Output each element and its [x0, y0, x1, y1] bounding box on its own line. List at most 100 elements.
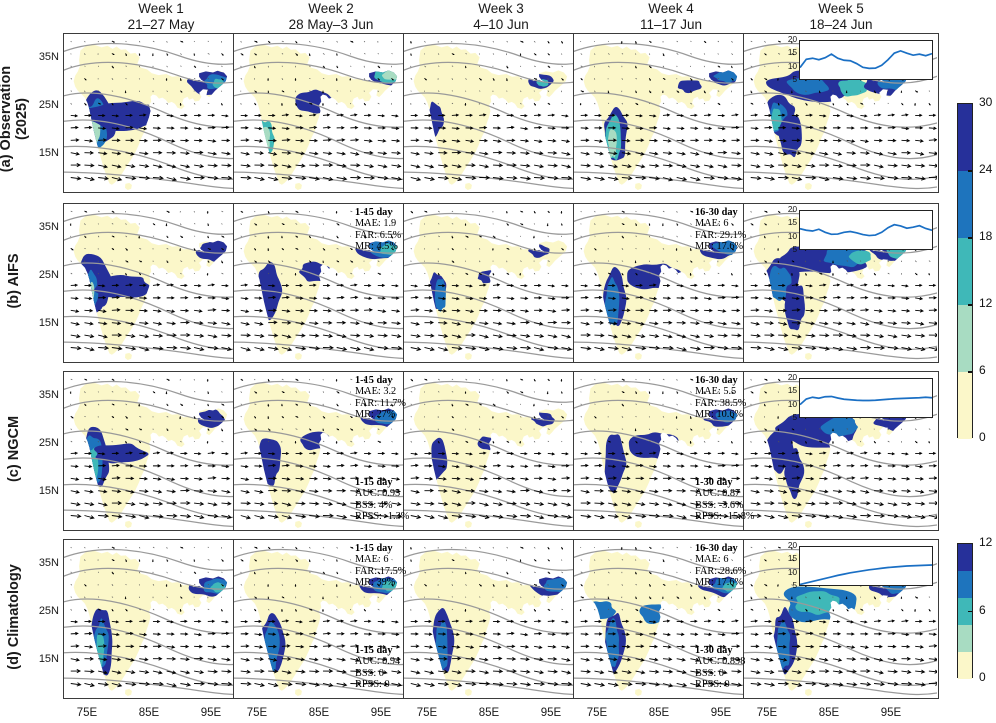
column-date-range: 28 May–3 Jun: [288, 16, 374, 32]
stats-line: RPSS: 0: [695, 679, 730, 691]
stats-line: RPSS: -15.8%: [695, 511, 755, 523]
map-panel-climatology-week5[interactable]: [743, 539, 939, 699]
stats-header: 16-30 day: [695, 207, 738, 218]
stats-line: MAE: 6: [695, 554, 729, 566]
stats-line: MR: 10.6%: [695, 409, 744, 421]
colorbar-segment: [958, 625, 972, 652]
map-panel-observation-week1[interactable]: [63, 33, 259, 193]
map-panel-aifs-week1[interactable]: [63, 203, 259, 363]
inset-y-tick: 20: [787, 373, 797, 382]
column-week-label: Week 3: [478, 1, 524, 16]
y-axis-tick: 15N: [38, 147, 59, 159]
stats-header: 1-15 day: [355, 375, 393, 386]
colorbar-precip-main: [957, 103, 973, 439]
x-axis-tick: 85E: [648, 707, 670, 719]
stats-header: 1-30 day: [695, 645, 733, 656]
stats-box-aifs-week2-top: 1-15 day MAE: 1.9 FAR: 6.5% MR: 4.5%: [355, 207, 401, 253]
column-week-label: Week 1: [138, 1, 184, 16]
stats-line: FAR: 29.1%: [695, 229, 747, 241]
stats-box-ngcm-week4-bottom: 1-30 day AUC: 0.87 BSS: -3.6% RPSS: -15.8%: [695, 477, 755, 523]
inset-y-tick: 10: [787, 231, 797, 241]
map-panel-climatology-week2[interactable]: [233, 539, 429, 699]
row-label-line1: (c) NGCM: [6, 415, 22, 483]
stats-line: BSS: 0: [355, 667, 384, 679]
stats-header: 1-15 day: [355, 645, 393, 656]
y-axis-tick: 25N: [38, 605, 59, 617]
row-label-line2: (2025): [14, 98, 30, 140]
inset-timeseries-observation[interactable]: [799, 40, 933, 80]
map-panel-observation-week3[interactable]: [403, 33, 599, 193]
column-date-range: 21–27 May: [127, 16, 195, 32]
stats-line: FAR: 11.7%: [355, 397, 406, 409]
stats-line: BSS: -3.6%: [695, 499, 744, 511]
inset-y-tick: 10: [787, 61, 797, 71]
stats-line: MR: 17.6%: [695, 577, 744, 589]
row-label-ngcm: (c) NGCM: [6, 369, 22, 529]
stats-box-ngcm-week4-top: 16-30 day MAE: 5.5 FAR: 38.5% MR: 10.6%: [695, 375, 746, 421]
y-axis-tick: 15N: [38, 485, 59, 497]
column-date-range: 4–10 Jun: [473, 16, 529, 32]
x-axis-tick: 95E: [370, 707, 392, 719]
stats-box-climatology-week2-top: 1-15 day MAE: 6 FAR: 17.5% MR: 39%: [355, 543, 406, 589]
map-panel-aifs-week3[interactable]: [403, 203, 599, 363]
colorbar-precip-clim: [957, 543, 973, 679]
inset-y-tick: 10: [787, 567, 797, 577]
map-panel-ngcm-week2[interactable]: [233, 371, 429, 531]
x-axis-tick: 85E: [818, 707, 840, 719]
y-axis-tick: 35N: [38, 221, 59, 233]
colorbar-tick-label: 12: [979, 296, 993, 310]
colorbar-notch: [968, 371, 972, 373]
inset-timeseries-aifs[interactable]: [799, 210, 933, 250]
row-label-line1: (b) AIFS: [6, 253, 22, 309]
stats-line: MAE: 3.2: [355, 386, 397, 398]
column-date-range: 18–24 Jun: [809, 16, 873, 32]
colorbar-segment: [958, 598, 972, 625]
map-panel-climatology-week1[interactable]: [63, 539, 259, 699]
stats-header: 1-15 day: [355, 207, 393, 218]
inset-timeseries-climatology[interactable]: [799, 546, 933, 586]
row-label-aifs: (b) AIFS: [6, 201, 22, 361]
stats-line: FAR: 6.5%: [355, 229, 402, 241]
colorbar-tick-label: 30: [979, 95, 993, 109]
colorbar-segment: [958, 238, 972, 305]
stats-header: 1-30 day: [695, 477, 733, 488]
map-panel-observation-week2[interactable]: [233, 33, 429, 193]
colorbar-segment: [958, 372, 972, 439]
colorbar-segment: [958, 652, 972, 679]
map-panel-aifs-week5[interactable]: [743, 203, 939, 363]
stats-box-aifs-week4-top: 16-30 day MAE: 6 FAR: 29.1% MR: 17.6%: [695, 207, 746, 253]
map-panel-ngcm-week1[interactable]: [63, 371, 259, 531]
map-panel-climatology-week3[interactable]: [403, 539, 599, 699]
y-axis-tick: 35N: [38, 389, 59, 401]
y-axis-tick: 25N: [38, 269, 59, 281]
stats-line: MR: 17.6%: [695, 241, 744, 253]
colorbar-tick-label: 0: [979, 430, 986, 444]
stats-line: MR: 4.5%: [355, 241, 398, 253]
y-axis-tick: 35N: [38, 557, 59, 569]
stats-header: 16-30 day: [695, 543, 738, 554]
colorbar-tick-label: 6: [979, 363, 986, 377]
inset-timeseries-ngcm[interactable]: [799, 378, 933, 418]
map-panel-observation-week5[interactable]: [743, 33, 939, 193]
map-panel-observation-week4[interactable]: [573, 33, 769, 193]
x-axis-tick: 95E: [710, 707, 732, 719]
stats-box-climatology-week4-top: 16-30 day MAE: 6 FAR: 28.6% MR: 17.6%: [695, 543, 746, 589]
colorbar-segment: [958, 544, 972, 571]
map-panel-ngcm-week3[interactable]: [403, 371, 599, 531]
x-axis-tick: 75E: [246, 707, 268, 719]
x-axis-tick: 95E: [880, 707, 902, 719]
stats-header: 1-15 day: [355, 477, 393, 488]
column-header-week-3: Week 3 4–10 Jun: [403, 1, 599, 32]
inset-y-tick: 20: [787, 35, 797, 44]
inset-y-tick: 15: [787, 48, 797, 58]
inset-y-tick: 20: [787, 205, 797, 214]
y-axis-tick: 35N: [38, 51, 59, 63]
stats-header: 16-30 day: [695, 375, 738, 386]
stats-line: AUC: 0.94: [355, 656, 401, 668]
inset-y-tick: 15: [787, 218, 797, 228]
column-header-week-1: Week 1 21–27 May: [63, 1, 259, 32]
inset-y-tick: 10: [787, 399, 797, 409]
x-axis-tick: 85E: [478, 707, 500, 719]
colorbar-segment: [958, 571, 972, 598]
column-date-range: 11–17 Jun: [639, 16, 703, 32]
